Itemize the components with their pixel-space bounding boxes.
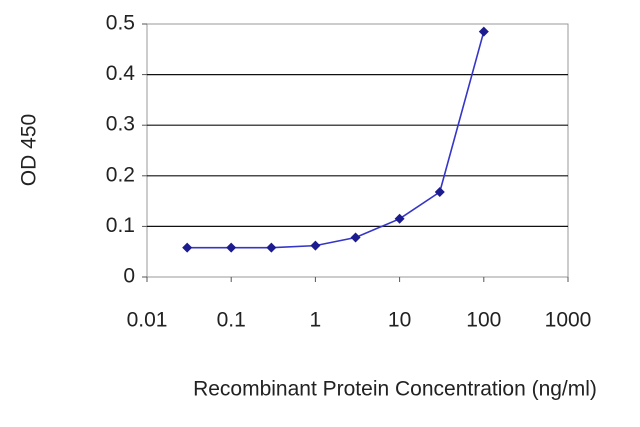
x-tick-label: 10 [388,309,411,332]
x-tick-label: 1 [310,309,322,332]
y-tick-label: 0.5 [106,12,135,35]
y-tick-label: 0.1 [106,214,135,237]
data-point [478,26,489,37]
y-tick-label: 0.3 [106,113,135,136]
y-tick-label: 0.4 [106,62,136,85]
y-tick-label: 0 [123,265,135,288]
x-tick-label: 0.1 [217,309,246,332]
x-tick-label: 0.01 [127,309,168,332]
y-tick-label: 0.2 [106,163,135,186]
x-tick-label: 100 [466,309,501,332]
data-point [350,232,361,243]
y-axis-label: OD 450 [18,114,41,186]
x-axis-label: Recombinant Protein Concentration (ng/ml… [193,378,597,401]
data-point [394,213,405,224]
data-point [182,242,193,253]
series-line [187,31,485,249]
data-point [266,242,277,253]
data-point [434,186,445,197]
data-point [226,242,237,253]
data-point [310,240,321,251]
x-tick-label: 1000 [545,309,592,332]
